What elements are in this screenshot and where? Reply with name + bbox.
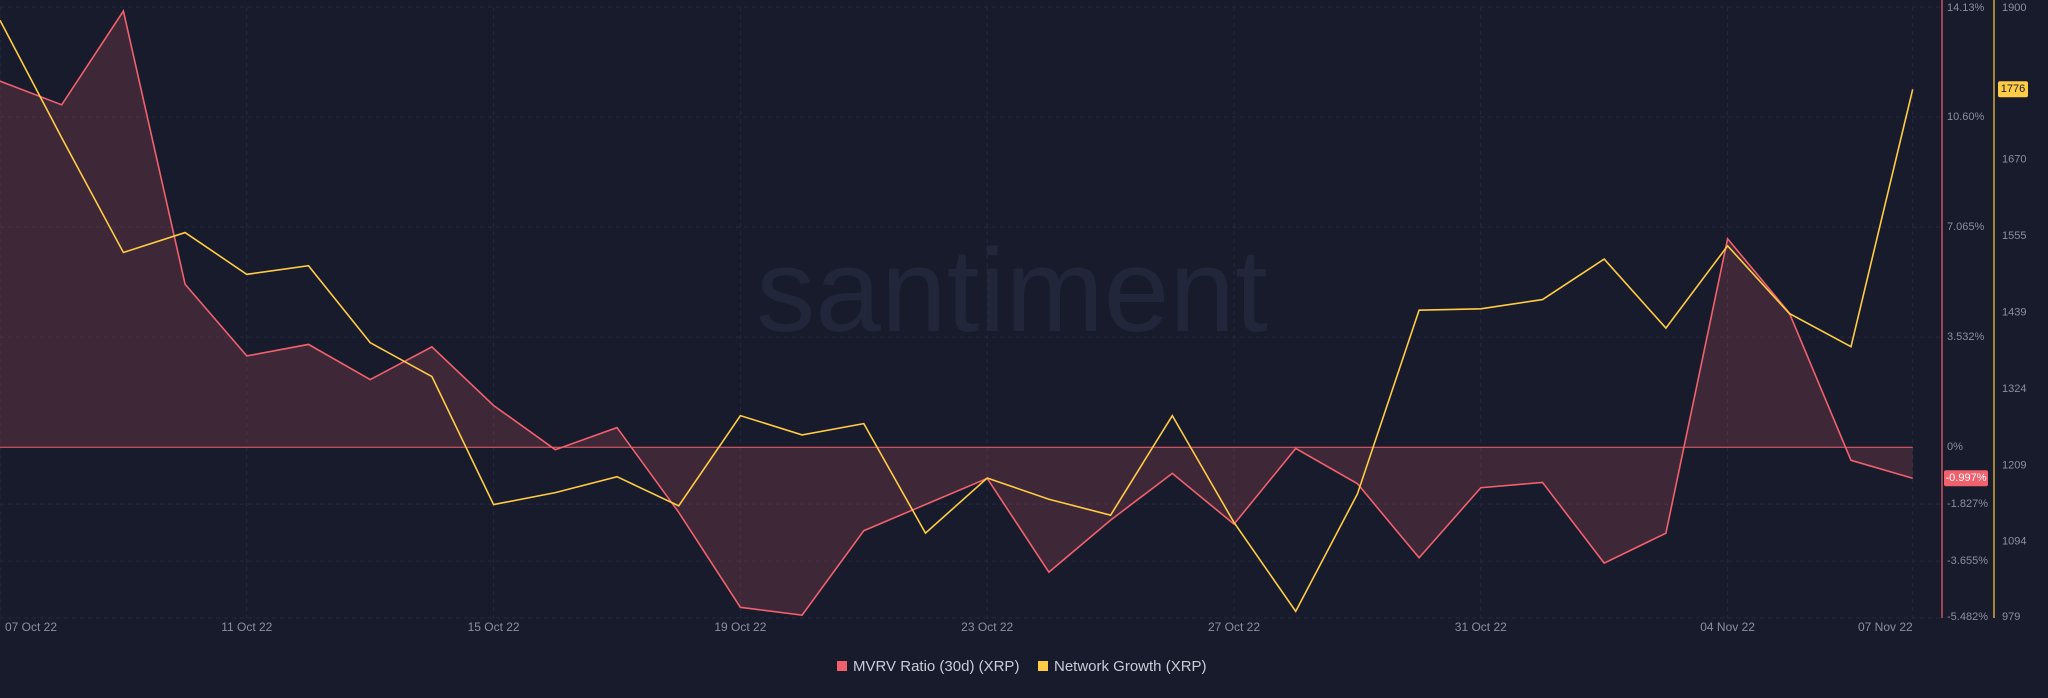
value-label: 1776 (2001, 83, 2025, 95)
y-tick-label: 14.13% (1947, 2, 1985, 14)
y-tick-label: -1.827% (1947, 498, 1988, 510)
y2-tick-label: 1324 (2002, 383, 2026, 395)
line (0, 9, 1913, 616)
y2-tick-label: 1555 (2002, 230, 2026, 242)
x-tick-label: 04 Nov 22 (1700, 620, 1755, 634)
x-tick-label: 27 Oct 22 (1208, 620, 1260, 634)
y2-tick-label: 1900 (2002, 2, 2026, 14)
y2-tick-label: 1094 (2002, 536, 2026, 548)
y-tick-label: 3.532% (1947, 331, 1985, 343)
x-tick-label: 19 Oct 22 (714, 620, 766, 634)
legend-swatch (837, 661, 847, 671)
y2-tick-label: 1209 (2002, 459, 2026, 471)
x-tick-label: 15 Oct 22 (468, 620, 520, 634)
x-tick-label: 31 Oct 22 (1455, 620, 1507, 634)
x-tick-label: 23 Oct 22 (961, 620, 1013, 634)
x-tick-label: 11 Oct 22 (221, 620, 272, 634)
y-tick-label: -3.655% (1947, 555, 1988, 567)
watermark: santiment (756, 225, 1268, 357)
value-label-box (1998, 81, 2028, 98)
value-label: -0.997% (1946, 472, 1987, 484)
x-tick-label: 07 Oct 22 (5, 620, 57, 634)
y2-tick-label: 1439 (2002, 307, 2026, 319)
y2-tick-label: 1670 (2002, 153, 2026, 165)
y-tick-label: 0% (1947, 441, 1963, 453)
value-label-box (1944, 470, 1988, 487)
y2-tick-label: 979 (2002, 611, 2020, 623)
y-tick-label: -5.482% (1947, 611, 1988, 623)
legend-label: Network Growth (XRP) (1054, 658, 1207, 675)
x-tick-label: 07 Nov 22 (1858, 620, 1913, 634)
legend-label: MVRV Ratio (30d) (XRP) (853, 658, 1019, 675)
legend-swatch (1038, 661, 1048, 671)
area (0, 11, 1913, 616)
y-tick-label: 7.065% (1947, 221, 1985, 233)
y-tick-label: 10.60% (1947, 111, 1985, 123)
line (0, 19, 1914, 613)
